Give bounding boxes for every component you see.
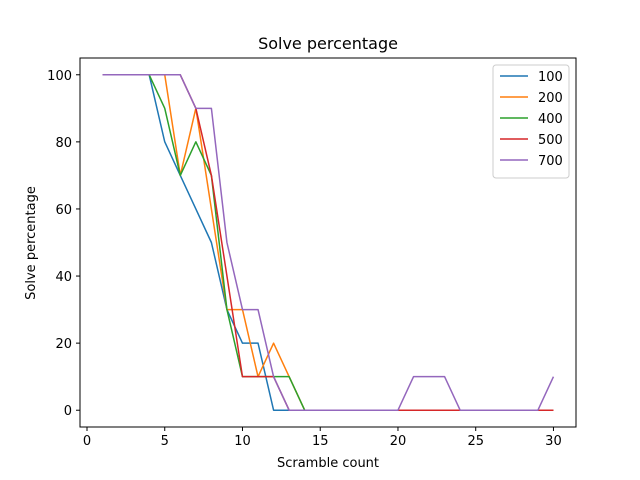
plot-lines — [102, 74, 555, 411]
plot-frame — [79, 57, 577, 428]
y-tick-label: 60 — [55, 203, 72, 218]
legend: 100 200 400 500 700 — [492, 64, 570, 179]
x-axis: 0 5 10 15 20 25 30 — [83, 427, 562, 449]
x-tick-label: 10 — [234, 434, 251, 449]
y-tick-label: 20 — [55, 337, 72, 352]
series-line-500 — [102, 74, 554, 411]
series-line-700 — [102, 74, 555, 411]
x-tick-label: 5 — [161, 434, 169, 449]
x-tick-label: 15 — [312, 434, 329, 449]
legend-label: 200 — [538, 91, 563, 106]
y-tick-label: 80 — [55, 136, 72, 151]
y-tick-label: 100 — [47, 69, 72, 84]
legend-label: 500 — [538, 133, 563, 148]
legend-label: 700 — [538, 154, 563, 169]
x-tick-label: 0 — [83, 434, 91, 449]
y-tick-label: 40 — [55, 270, 72, 285]
series-line-400 — [102, 74, 554, 411]
y-axis-label: Solve percentage — [24, 186, 39, 300]
x-axis-label: Scramble count — [277, 456, 379, 471]
x-tick-label: 30 — [545, 434, 562, 449]
x-tick-label: 20 — [390, 434, 407, 449]
y-axis: 0 20 40 60 80 100 — [47, 69, 80, 419]
legend-box — [492, 64, 570, 179]
series-line-200 — [102, 74, 554, 411]
chart-title: Solve percentage — [258, 34, 398, 53]
legend-label: 100 — [538, 70, 563, 85]
series-line-100 — [102, 74, 554, 411]
legend-label: 400 — [538, 112, 563, 127]
x-tick-label: 25 — [467, 434, 484, 449]
y-tick-label: 0 — [64, 404, 72, 419]
